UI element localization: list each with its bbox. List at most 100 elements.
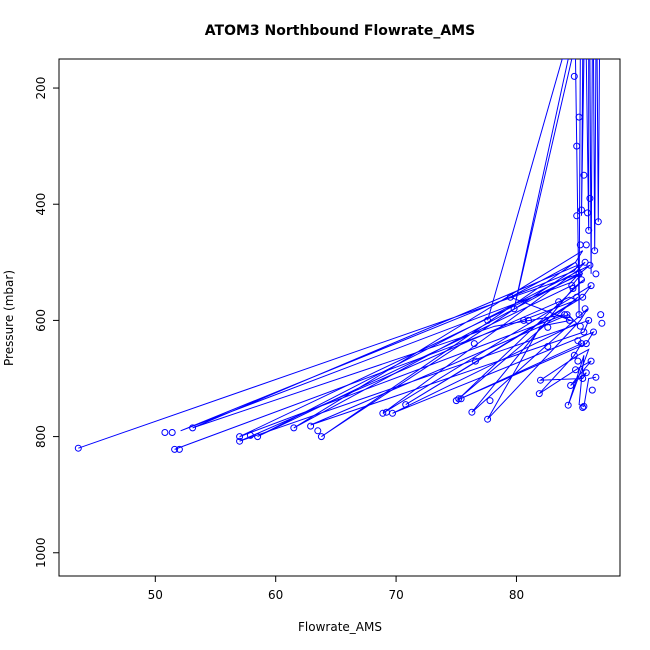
data-point xyxy=(314,427,322,435)
data-point xyxy=(590,328,597,336)
data-point xyxy=(570,72,578,80)
data-point xyxy=(585,226,593,234)
data-point xyxy=(74,444,82,452)
data-point xyxy=(290,424,298,432)
data-point xyxy=(579,375,587,382)
data-point xyxy=(506,293,514,301)
plot-frame xyxy=(58,58,621,577)
data-point xyxy=(525,316,532,324)
x-axis-label: Flowrate_AMS xyxy=(298,620,382,634)
data-point xyxy=(379,409,387,417)
data-point xyxy=(580,171,588,179)
data-point xyxy=(189,424,197,432)
data-point xyxy=(580,328,588,336)
data-point xyxy=(598,319,606,327)
data-point xyxy=(537,376,544,384)
data-point xyxy=(573,142,581,150)
data-point xyxy=(486,397,494,405)
data-point xyxy=(586,261,594,269)
data-point xyxy=(582,369,590,377)
data-point xyxy=(578,340,585,348)
data-point xyxy=(535,390,543,398)
series-line-2 xyxy=(487,59,600,321)
data-point xyxy=(555,298,563,306)
data-point xyxy=(470,340,478,348)
plot-area xyxy=(74,59,606,453)
data-point xyxy=(592,373,600,381)
data-point xyxy=(580,402,588,410)
data-point xyxy=(472,357,479,365)
series-line-1 xyxy=(174,296,596,450)
data-point xyxy=(171,445,179,453)
chart-title: ATOM3 Northbound Flowrate_AMS xyxy=(205,23,475,39)
data-point xyxy=(520,316,528,324)
data-point xyxy=(168,429,176,436)
data-point xyxy=(307,422,315,430)
data-point xyxy=(578,276,585,284)
data-point xyxy=(587,282,595,290)
data-point xyxy=(597,311,605,319)
y-tick-label: 400 xyxy=(34,193,48,216)
data-point xyxy=(576,322,584,330)
data-point xyxy=(236,437,244,445)
data-point xyxy=(402,401,410,409)
data-point xyxy=(484,415,492,423)
data-point xyxy=(570,351,578,359)
data-point xyxy=(561,311,569,319)
data-point xyxy=(579,293,587,301)
data-point xyxy=(578,206,585,214)
y-axis-label: Pressure (mbar) xyxy=(2,270,16,366)
y-tick-label: 800 xyxy=(34,425,48,448)
data-point xyxy=(586,194,594,202)
data-point xyxy=(579,404,587,411)
data-point xyxy=(575,311,583,319)
data-point xyxy=(569,285,577,292)
data-point xyxy=(574,357,582,365)
data-point xyxy=(236,433,244,441)
data-point xyxy=(594,218,602,226)
y-tick-label: 1000 xyxy=(34,537,48,568)
data-point xyxy=(544,343,552,350)
data-point xyxy=(581,305,589,313)
data-point xyxy=(175,445,183,453)
data-point xyxy=(246,431,254,439)
data-point xyxy=(161,429,169,436)
data-point xyxy=(254,433,262,441)
x-tick-label: 60 xyxy=(268,588,283,602)
data-point xyxy=(389,409,396,417)
data-point xyxy=(588,386,596,394)
data-point xyxy=(468,408,476,416)
data-point xyxy=(587,357,595,365)
data-point xyxy=(484,316,492,324)
data-point xyxy=(455,395,463,403)
data-layer xyxy=(74,59,606,453)
data-point xyxy=(592,270,600,278)
data-point xyxy=(572,366,579,374)
data-point xyxy=(575,270,583,278)
data-point xyxy=(457,395,465,403)
data-point xyxy=(582,241,590,249)
data-point xyxy=(510,305,518,313)
data-point xyxy=(573,212,581,220)
series-line-0 xyxy=(78,250,592,449)
data-point xyxy=(544,323,552,331)
data-point xyxy=(567,382,575,389)
data-point xyxy=(563,311,571,319)
x-tick-label: 80 xyxy=(509,588,524,602)
data-point xyxy=(317,433,325,441)
y-axis: 200 400 600 800 1000 xyxy=(34,77,59,568)
x-tick-label: 70 xyxy=(388,588,403,602)
data-point xyxy=(564,401,572,409)
data-point xyxy=(585,316,593,324)
x-tick-label: 50 xyxy=(148,588,163,602)
data-point xyxy=(575,113,583,121)
data-point xyxy=(582,340,590,348)
y-tick-label: 200 xyxy=(34,77,48,100)
data-point xyxy=(591,247,599,255)
x-axis: 50 60 70 80 xyxy=(148,576,524,602)
y-tick-label: 600 xyxy=(34,309,48,332)
data-point xyxy=(565,316,573,324)
data-point xyxy=(584,209,591,217)
